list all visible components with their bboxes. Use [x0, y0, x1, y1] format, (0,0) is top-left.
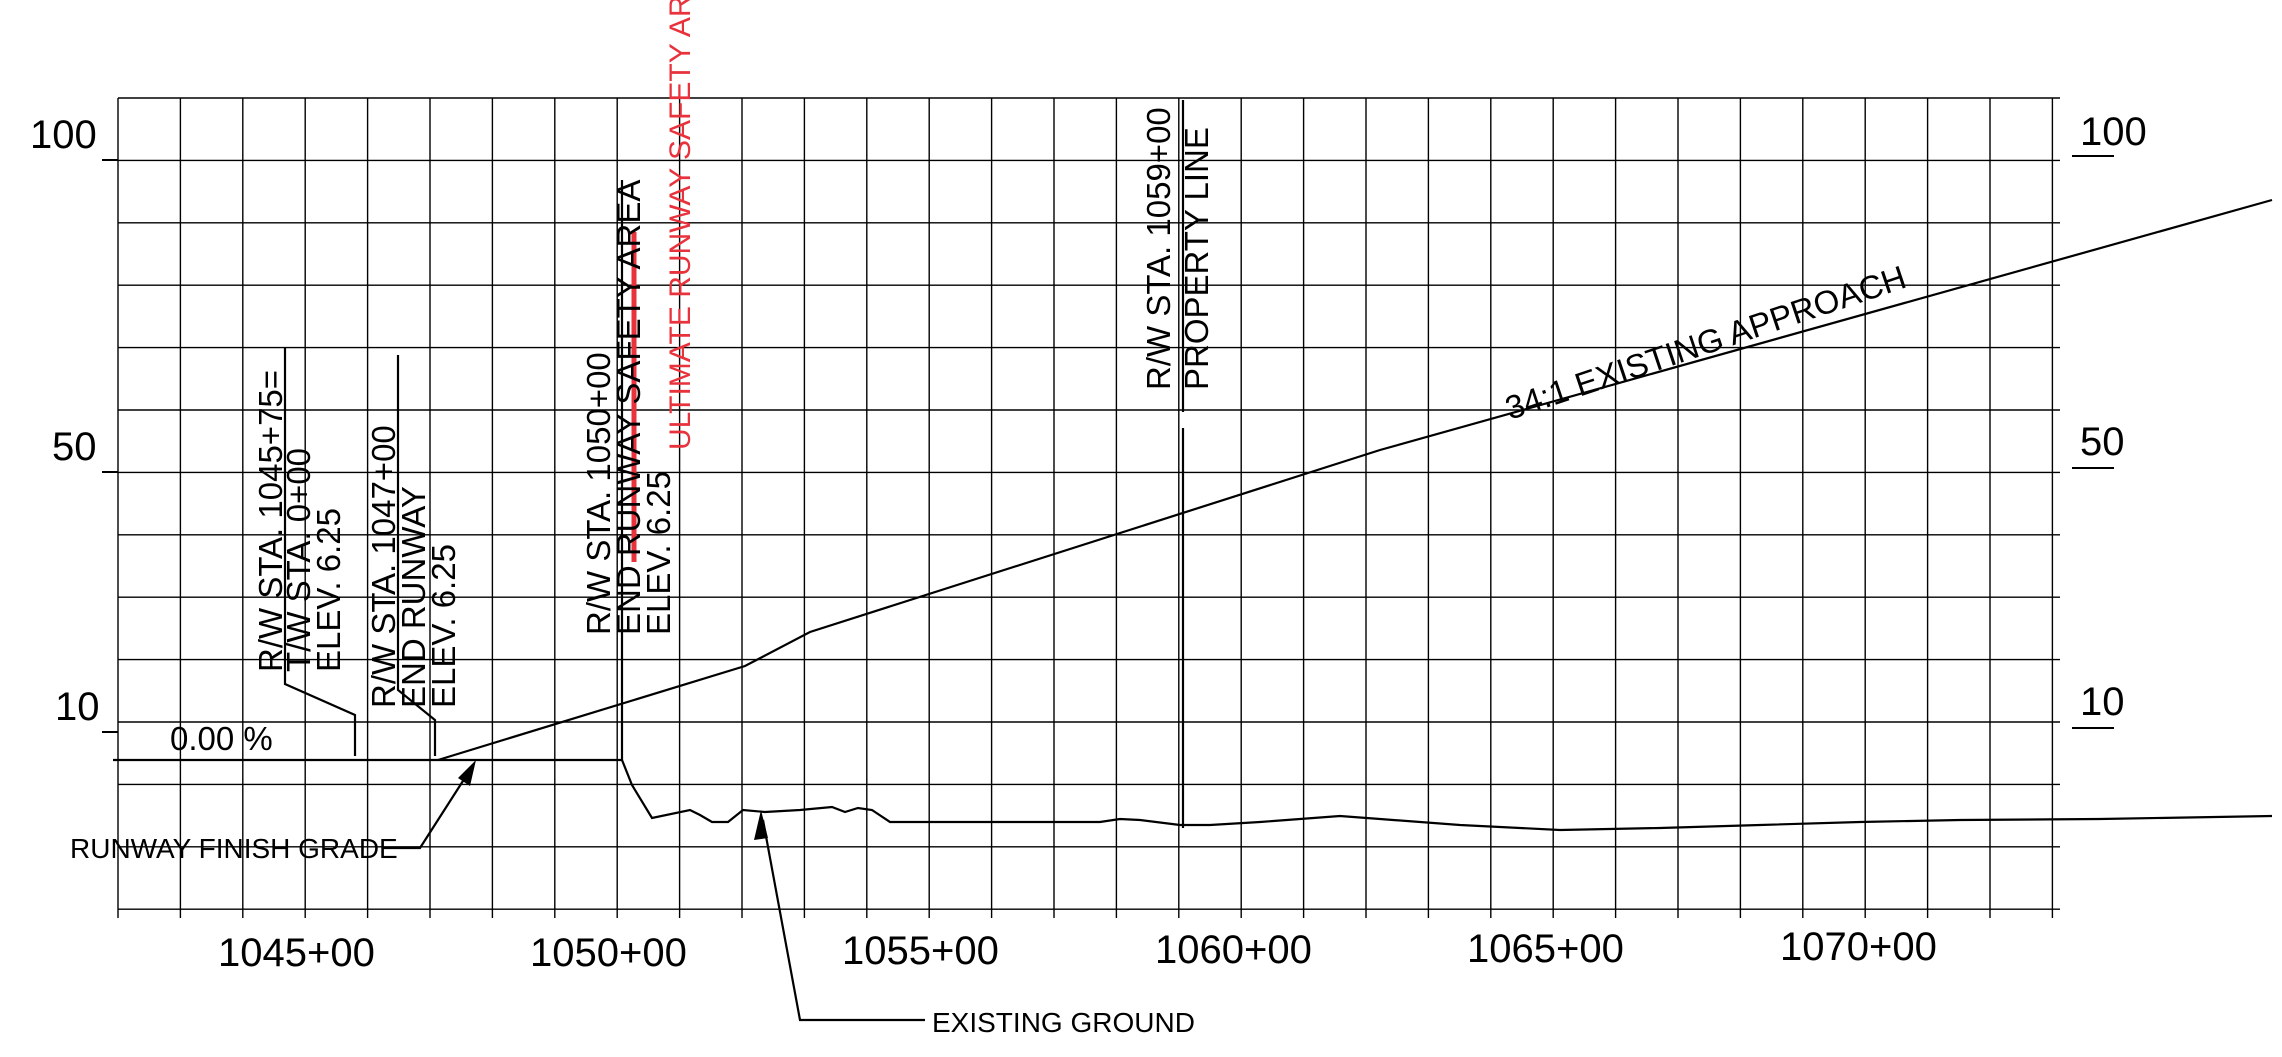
elev-label-right-100: 100: [2080, 110, 2147, 154]
elev-label-left-100: 100: [30, 113, 97, 157]
elev-label-left-10: 10: [55, 685, 100, 729]
callout-1047: R/W STA. 1047+00 END RUNWAY ELEV. 6.25: [365, 425, 462, 708]
callout-1059-line2: PROPERTY LINE: [1178, 127, 1215, 390]
callout-1050: R/W STA. 1050+00 END RUNWAY SAFETY AREA …: [580, 180, 677, 635]
grade-label: 0.00 %: [170, 720, 273, 757]
elev-label-left-50: 50: [52, 425, 97, 469]
approach-label: 34:1 EXISTING APPROACH: [1500, 258, 1910, 426]
existing-ground-line: [620, 759, 2273, 832]
station-label-1050: 1050+00: [530, 931, 687, 975]
existing-ground-arrowhead: [754, 810, 768, 840]
callout-1047-line3: ELEV. 6.25: [425, 544, 462, 708]
existing-approach-line: [437, 198, 2273, 762]
elev-label-right-10: 10: [2080, 680, 2125, 724]
elev-label-right-50: 50: [2080, 420, 2125, 464]
finish-grade-label: RUNWAY FINISH GRADE: [70, 833, 398, 864]
station-label-1045: 1045+00: [218, 931, 375, 975]
callout-1045-75: R/W STA. 1045+75= T/W STA. 0+00 ELEV. 6.…: [252, 370, 347, 672]
callout-1047-line1: R/W STA. 1047+00: [365, 425, 402, 708]
station-label-1065: 1065+00: [1467, 927, 1624, 971]
callout-1047-line2: END RUNWAY: [395, 486, 432, 708]
callout-1059: R/W STA. 1059+00 PROPERTY LINE: [1140, 107, 1215, 390]
station-axis: 1045+00 1050+00 1055+00 1060+00 1065+00 …: [218, 925, 1937, 975]
callout-1045-75-line3: ELEV. 6.25: [310, 508, 347, 672]
elevation-axis-left: 100 50 10: [30, 113, 118, 733]
station-label-1055: 1055+00: [842, 929, 999, 973]
callout-1050-line1: R/W STA. 1050+00: [580, 352, 617, 635]
profile-grid: [117, 97, 2060, 918]
existing-ground-label: EXISTING GROUND: [932, 1007, 1195, 1038]
ultimate-rsa-label: ULTIMATE RUNWAY SAFETY AREA: [664, 0, 697, 450]
callout-leaders: [283, 100, 1185, 1022]
callout-1045-75-line1: R/W STA. 1045+75=: [252, 370, 289, 672]
profile-linework: [113, 198, 2273, 832]
callout-1050-line3: ELEV. 6.25: [640, 471, 677, 635]
station-label-1060: 1060+00: [1155, 928, 1312, 972]
station-label-1070: 1070+00: [1780, 925, 1937, 969]
callout-1045-75-line2: T/W STA. 0+00: [280, 448, 317, 672]
finish-grade-arrowhead: [458, 760, 476, 786]
callout-1059-line1: R/W STA. 1059+00: [1140, 107, 1177, 390]
callout-1050-line2: END RUNWAY SAFETY AREA: [610, 180, 647, 635]
elevation-axis-right: 100 50 10: [2072, 110, 2147, 729]
